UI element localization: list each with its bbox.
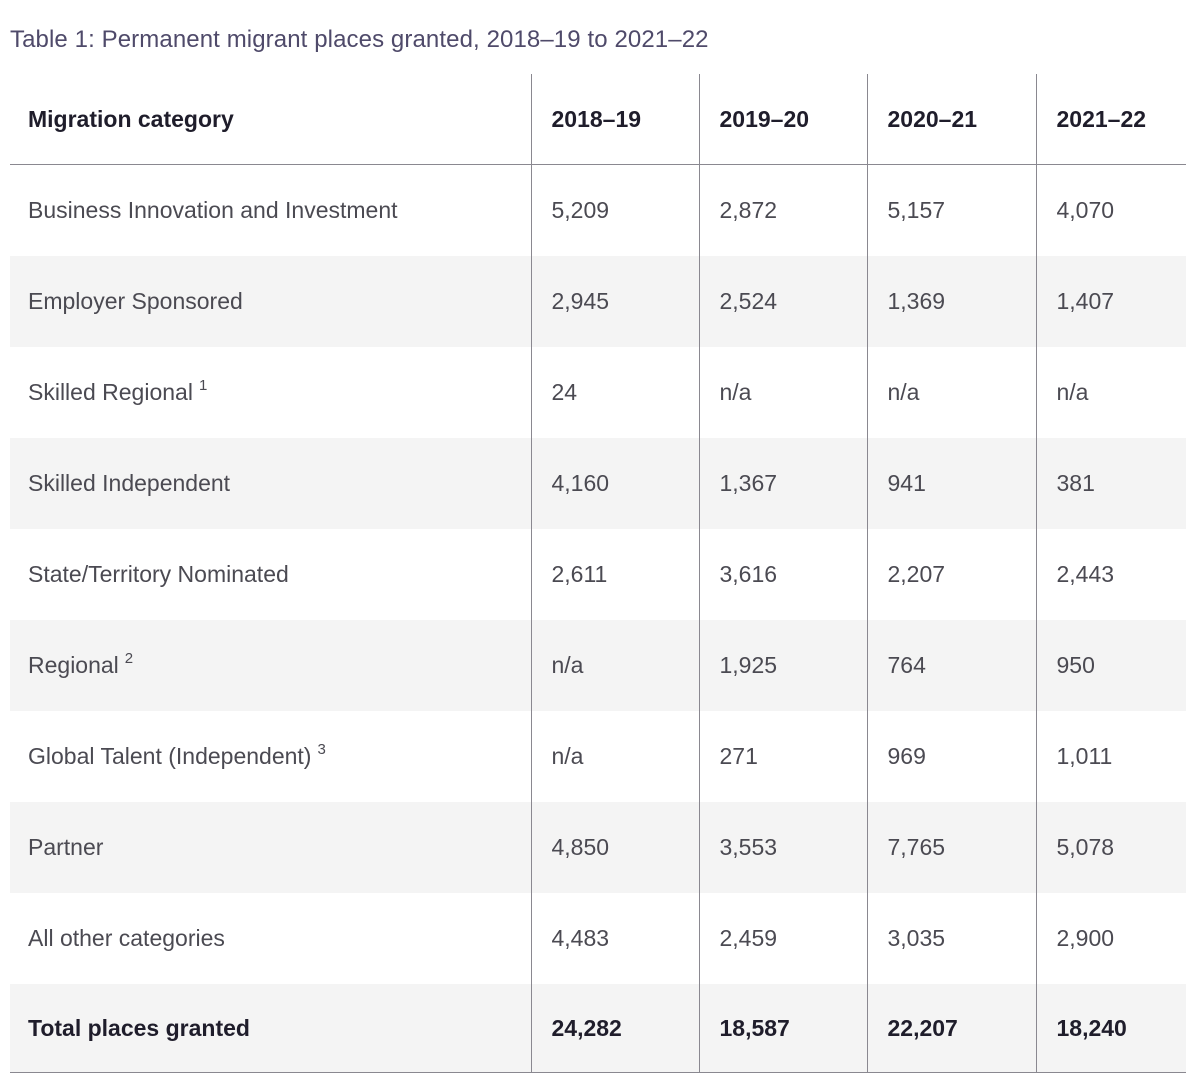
total-value: 18,240 bbox=[1035, 984, 1186, 1073]
row-category: Business Innovation and Investment bbox=[28, 197, 398, 223]
row-value: 1,925 bbox=[698, 620, 867, 711]
row-value: n/a bbox=[1035, 347, 1186, 438]
row-value: n/a bbox=[866, 347, 1036, 438]
footnote-marker: 1 bbox=[198, 377, 208, 394]
row-category: Skilled Regional 1 bbox=[28, 377, 208, 405]
footnote-marker: 3 bbox=[317, 741, 326, 758]
row-category: Skilled Independent bbox=[10, 438, 531, 529]
row-category: State/Territory Nominated bbox=[28, 561, 289, 587]
row-value: 2,207 bbox=[866, 529, 1036, 620]
header-year: 2018–19 bbox=[530, 74, 699, 165]
row-value: 7,765 bbox=[866, 802, 1036, 893]
table-caption: Table 1: Permanent migrant places grante… bbox=[10, 26, 709, 53]
table-row: Regional 2 n/a 1,925 764 950 bbox=[10, 620, 1186, 711]
row-value: 5,078 bbox=[1035, 802, 1186, 893]
row-value: n/a bbox=[698, 347, 867, 438]
row-value: 764 bbox=[866, 620, 1036, 711]
row-value: 3,616 bbox=[698, 529, 867, 620]
row-value: 2,900 bbox=[1035, 893, 1186, 984]
row-value: 950 bbox=[1035, 620, 1186, 711]
table-row: Skilled Regional 1 24 n/a n/a n/a bbox=[10, 347, 1186, 438]
row-value: 4,070 bbox=[1035, 164, 1186, 256]
total-value: 22,207 bbox=[866, 984, 1036, 1073]
row-value: 941 bbox=[866, 438, 1036, 529]
migrant-places-table: Migration category 2018–19 2019–20 2020–… bbox=[10, 74, 1186, 1073]
row-value: n/a bbox=[530, 620, 699, 711]
table-row: Business Innovation and Investment 5,209… bbox=[10, 164, 1186, 256]
row-value: 2,459 bbox=[698, 893, 867, 984]
row-value: 1,407 bbox=[1035, 256, 1186, 347]
header-migration-category: Migration category bbox=[10, 74, 531, 165]
header-year: 2019–20 bbox=[698, 74, 867, 165]
row-value: 3,035 bbox=[866, 893, 1036, 984]
total-value: 18,587 bbox=[698, 984, 867, 1073]
table-row: Partner 4,850 3,553 7,765 5,078 bbox=[10, 802, 1186, 893]
row-value: 2,524 bbox=[698, 256, 867, 347]
row-value: 4,160 bbox=[530, 438, 699, 529]
footnote-marker: 2 bbox=[124, 650, 134, 667]
table-row: Global Talent (Independent) 3 n/a 271 969… bbox=[10, 711, 1186, 802]
row-value: 381 bbox=[1035, 438, 1186, 529]
row-category: Partner bbox=[10, 802, 531, 893]
total-label: Total places granted bbox=[10, 984, 531, 1073]
total-row: Total places granted 24,282 18,587 22,20… bbox=[10, 984, 1186, 1073]
row-value: 4,483 bbox=[530, 893, 699, 984]
table-row: Skilled Independent 4,160 1,367 941 381 bbox=[10, 438, 1186, 529]
header-row: Migration category 2018–19 2019–20 2020–… bbox=[10, 74, 1186, 165]
row-value: 5,157 bbox=[866, 164, 1036, 256]
row-value: 5,209 bbox=[530, 164, 699, 256]
row-value: 1,369 bbox=[866, 256, 1036, 347]
row-value: n/a bbox=[530, 711, 699, 802]
row-value: 2,945 bbox=[530, 256, 699, 347]
row-category: Employer Sponsored bbox=[10, 256, 531, 347]
row-value: 969 bbox=[866, 711, 1036, 802]
row-category: Regional 2 bbox=[10, 620, 531, 711]
header-year: 2020–21 bbox=[866, 74, 1036, 165]
row-category: All other categories bbox=[28, 925, 225, 951]
row-value: 4,850 bbox=[530, 802, 699, 893]
row-value: 1,367 bbox=[698, 438, 867, 529]
table-row: All other categories 4,483 2,459 3,035 2… bbox=[10, 893, 1186, 984]
row-category: Global Talent (Independent) 3 bbox=[28, 741, 326, 769]
row-value: 2,872 bbox=[698, 164, 867, 256]
header-year: 2021–22 bbox=[1035, 74, 1186, 165]
table-row: Employer Sponsored 2,945 2,524 1,369 1,4… bbox=[10, 256, 1186, 347]
row-value: 271 bbox=[698, 711, 867, 802]
row-value: 1,011 bbox=[1035, 711, 1186, 802]
row-value: 2,443 bbox=[1035, 529, 1186, 620]
row-value: 24 bbox=[530, 347, 699, 438]
row-value: 3,553 bbox=[698, 802, 867, 893]
row-value: 2,611 bbox=[530, 529, 699, 620]
table-row: State/Territory Nominated 2,611 3,616 2,… bbox=[10, 529, 1186, 620]
total-value: 24,282 bbox=[530, 984, 699, 1073]
